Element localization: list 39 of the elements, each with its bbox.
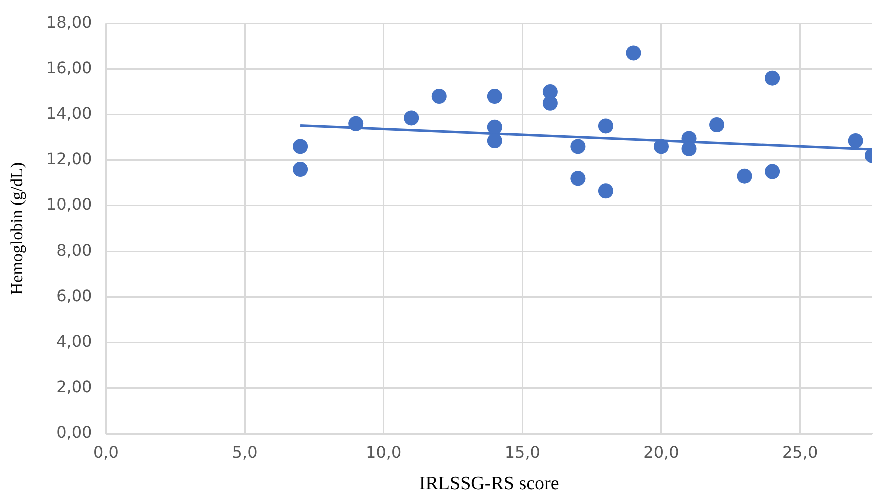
point	[404, 110, 420, 126]
x-axis-title: IRLSSG-RS score	[419, 474, 560, 495]
point	[737, 168, 752, 184]
point	[487, 120, 502, 135]
point	[765, 70, 780, 86]
x-tick-label: 5,0	[232, 442, 258, 462]
y-axis-title: Hemoglobin (g/dL)	[8, 162, 27, 296]
y-tick-label: 0,00	[56, 423, 92, 442]
x-tick-label: 25,0	[782, 442, 818, 462]
point	[487, 89, 502, 104]
x-tick-label: 15,0	[504, 442, 540, 462]
point	[710, 118, 725, 133]
x-tick-label: 0,0	[93, 442, 119, 462]
x-tick-label: 20,0	[644, 442, 680, 462]
y-tick-label: 4,00	[56, 332, 92, 351]
point	[682, 142, 697, 156]
point	[348, 116, 364, 132]
y-tick-label: 8,00	[56, 240, 92, 260]
point	[293, 162, 308, 178]
y-tick-label: 14,00	[46, 104, 92, 123]
y-tick-label: 12,00	[46, 150, 92, 169]
y-tick-label: 16,00	[46, 58, 92, 78]
point	[542, 96, 558, 111]
point	[570, 139, 586, 154]
x-tick-label: 10,0	[366, 442, 402, 462]
point	[765, 164, 780, 180]
point	[487, 134, 502, 149]
y-tick-label: 18,00	[46, 12, 92, 32]
point	[598, 184, 614, 199]
point	[654, 139, 669, 154]
y-tick-label: 2,00	[56, 378, 92, 397]
point	[598, 118, 614, 134]
point	[848, 134, 864, 149]
point	[432, 89, 447, 104]
point	[570, 171, 586, 186]
point	[626, 46, 642, 61]
point	[293, 139, 308, 154]
y-tick-label: 6,00	[56, 286, 92, 306]
y-tick-label: 10,00	[46, 195, 92, 214]
